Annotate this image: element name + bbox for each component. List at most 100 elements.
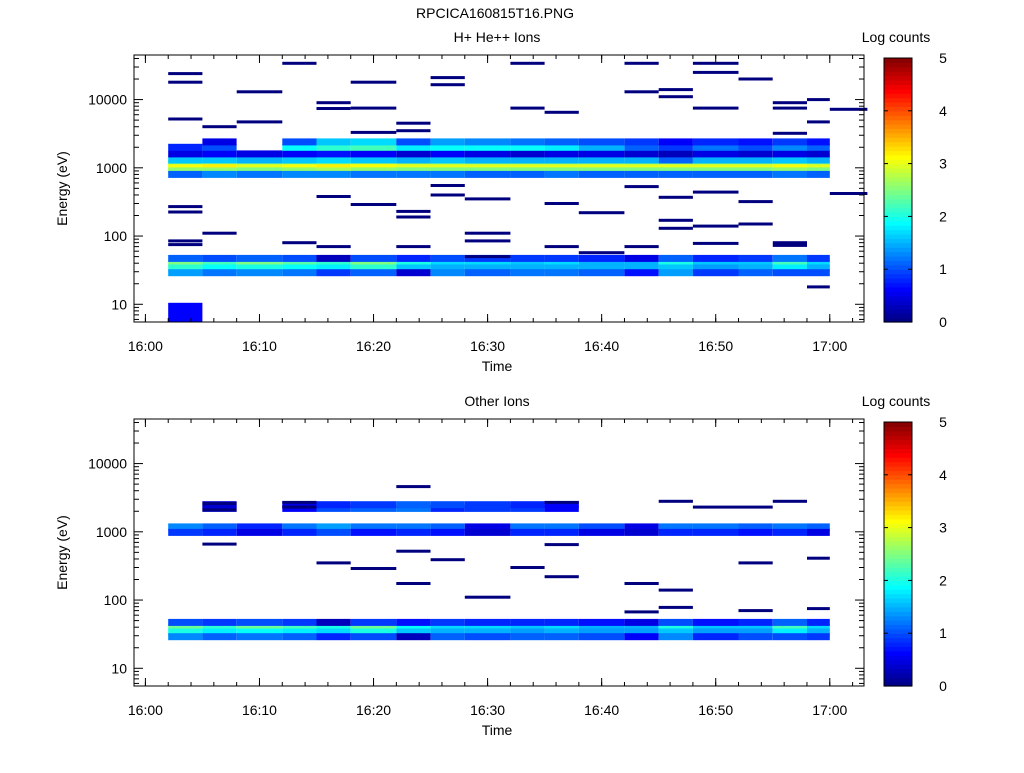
heatmap-cell <box>578 156 625 164</box>
heatmap-cell <box>464 160 511 168</box>
heatmap-cell <box>430 628 465 636</box>
colorbar-tick-label: 3 <box>939 520 947 536</box>
colorbar-segment <box>884 313 912 319</box>
colorbar-segment <box>884 88 912 94</box>
heatmap-cell <box>692 61 739 65</box>
colorbar-segment <box>884 141 912 147</box>
heatmap-cell <box>692 505 739 509</box>
heatmap-cell <box>658 143 693 151</box>
x-tick-label: 17:00 <box>812 702 847 718</box>
colorbar-segment <box>884 571 912 577</box>
colorbar-segment <box>884 479 912 485</box>
plot-frame <box>133 418 865 687</box>
heatmap-cell <box>464 259 511 267</box>
heatmap-cell <box>350 523 397 531</box>
heatmap-cell <box>510 264 545 272</box>
heatmap-cell <box>692 628 739 636</box>
heatmap-cell <box>464 239 511 243</box>
heatmap-cell <box>658 628 693 636</box>
heatmap-cell <box>738 222 773 226</box>
colorbar-segment <box>884 278 912 283</box>
heatmap-cell <box>350 130 397 134</box>
heatmap-cell <box>282 138 317 146</box>
heatmap-cell <box>772 143 807 151</box>
heatmap-cell <box>282 623 317 631</box>
x-tick-label: 16:40 <box>584 338 619 354</box>
heatmap-cell <box>202 523 237 531</box>
heatmap-cell <box>350 138 397 146</box>
heatmap-cell <box>738 623 773 631</box>
heatmap-cell <box>544 528 579 536</box>
heatmap-cell <box>350 567 397 570</box>
heatmap-cell <box>168 117 203 121</box>
heatmap-cell <box>658 618 693 626</box>
colorbar-segment <box>884 589 912 595</box>
heatmap-cell <box>578 160 625 168</box>
heatmap-cell <box>578 138 625 146</box>
colorbar-tick-label: 4 <box>939 103 947 119</box>
colorbar-segment <box>884 304 912 310</box>
colorbar-tick-label: 0 <box>939 678 947 694</box>
colorbar-segment <box>884 251 912 257</box>
heatmap-cell <box>624 264 659 272</box>
colorbar-segment <box>884 260 912 266</box>
heatmap-cell <box>807 170 830 178</box>
heatmap-cell <box>202 264 237 272</box>
heatmap-cell <box>430 501 465 509</box>
heatmap-cell <box>168 239 203 243</box>
heatmap-cell <box>544 259 579 267</box>
heatmap-cell <box>350 628 397 636</box>
heatmap-cell <box>624 269 659 277</box>
heatmap-cell <box>430 143 465 151</box>
heatmap-cell <box>430 83 465 87</box>
heatmap-cell <box>544 245 579 249</box>
heatmap-cell <box>658 195 693 199</box>
heatmap-cell <box>738 628 773 636</box>
heatmap-cell <box>168 528 203 536</box>
heatmap-cell <box>807 269 830 277</box>
heatmap-cell <box>578 623 625 631</box>
heatmap-cell <box>202 170 237 178</box>
heatmap-cell <box>772 170 807 178</box>
y-tick-label: 10 <box>111 296 127 312</box>
heatmap-cell <box>544 269 579 277</box>
heatmap-cell <box>236 269 283 277</box>
colorbar-segment <box>884 269 912 275</box>
heatmap-cell <box>282 269 317 277</box>
colorbar-segment <box>884 492 912 498</box>
heatmap-cell <box>236 633 283 641</box>
heatmap-cell <box>772 254 807 262</box>
y-axis-label: Energy (eV) <box>54 151 70 226</box>
colorbar-segment <box>884 650 912 656</box>
heatmap-cell <box>544 150 579 158</box>
heatmap-cell <box>430 558 465 562</box>
heatmap-cell <box>202 138 237 146</box>
heatmap-cell <box>430 184 465 187</box>
heatmap-cell <box>510 254 545 262</box>
heatmap-cell <box>829 107 868 111</box>
colorbar-segment <box>884 132 912 138</box>
colorbar-segment <box>884 501 912 507</box>
panel-title: Other Ions <box>464 393 529 409</box>
colorbar-segment <box>884 483 912 489</box>
y-tick-label: 10 <box>111 660 127 676</box>
heatmap-cell <box>464 504 511 512</box>
heatmap-cell <box>168 143 203 151</box>
heatmap-cell <box>807 98 830 102</box>
colorbar-tick-label: 1 <box>939 261 947 277</box>
x-tick-label: 16:50 <box>698 338 733 354</box>
heatmap-cell <box>236 156 283 164</box>
heatmap-cell <box>464 197 511 201</box>
heatmap-cell <box>396 269 431 277</box>
colorbar-segment <box>884 176 912 182</box>
colorbar-segment <box>884 207 912 213</box>
heatmap-cell <box>316 170 351 178</box>
colorbar-segment <box>884 220 912 226</box>
heatmap-cell <box>658 156 693 164</box>
heatmap-cell <box>658 269 693 277</box>
heatmap-cell <box>578 170 625 178</box>
heatmap-cell <box>578 150 625 158</box>
heatmap-cell <box>168 80 203 84</box>
colorbar-segment <box>884 102 912 107</box>
heatmap-cell <box>396 156 431 164</box>
